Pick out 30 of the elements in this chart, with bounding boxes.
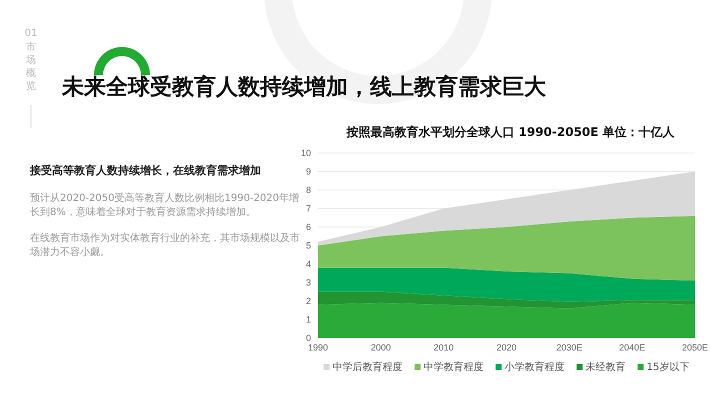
x-tick-label: 2010 [434, 342, 454, 352]
y-tick-label: 1 [306, 314, 311, 324]
y-tick-label: 5 [306, 240, 311, 250]
text: 01 [24, 28, 38, 39]
text: 接受高等教育人数持续增长，在线教育需求增加 [30, 163, 261, 178]
y-tick-label: 0 [306, 332, 311, 343]
legend-label: 15岁以下 [646, 361, 690, 373]
y-tick-label: 6 [306, 222, 311, 232]
y-tick-label: 9 [306, 166, 311, 176]
y-tick-label: 10 [300, 148, 311, 158]
legend-label: 中学教育程度 [424, 361, 484, 373]
y-tick-label: 4 [306, 258, 311, 269]
legend-label: 小学教育程度 [504, 361, 565, 373]
y-tick-label: 7 [306, 203, 311, 214]
legend-label: 未经教育 [586, 361, 626, 373]
legend-label: 中学后教育程度 [332, 361, 403, 373]
x-tick-label: 2040E [619, 342, 646, 352]
chart-title: 未来全球受教育人数持续增加，线上教育需求巨大 [62, 74, 546, 102]
y-tick-label: 3 [306, 277, 311, 288]
text: 市场概览 [25, 41, 36, 92]
y-tick-label: 2 [306, 296, 311, 306]
x-tick-label: 2020 [496, 342, 517, 352]
x-tick-label: 2030E [556, 342, 582, 352]
x-tick-label: 2000 [370, 342, 391, 352]
x-tick-label: 2050E [682, 342, 708, 352]
y-tick-label: 8 [306, 184, 311, 195]
text: 预计从2020-2050受高等教育人数比例相比1990-2020年增长到8%，意味着全球对于教育资源需求持续增加。 [30, 192, 300, 220]
text: 在线教育市场作为对实体教育行业的补充，其市场规模以及市场潜力不容小觑。 [30, 232, 301, 260]
chart-subtitle: 按照最高教育水平划分全球人口 1990-2050E 单位：十亿人 [345, 125, 676, 139]
x-tick-label: 1990 [308, 342, 328, 352]
